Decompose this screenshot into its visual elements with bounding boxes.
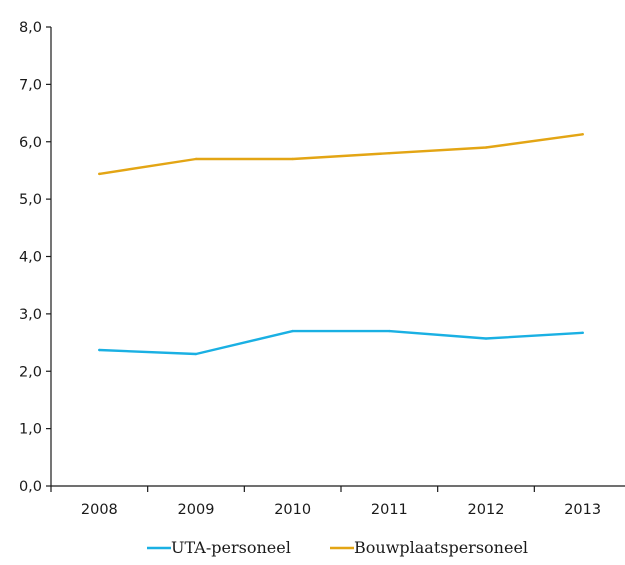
y-tick-label: 8,0 bbox=[19, 20, 42, 36]
x-tick-label: 2011 bbox=[371, 502, 408, 518]
y-tick-label: 1,0 bbox=[19, 422, 42, 438]
data-point bbox=[291, 329, 294, 333]
data-point bbox=[484, 337, 488, 340]
data-point bbox=[388, 152, 391, 155]
data-point bbox=[388, 329, 391, 333]
legend-label: Bouwplaatspersoneel bbox=[354, 538, 528, 557]
y-tick-label: 0,0 bbox=[19, 479, 42, 495]
y-axis: 0,0 1,0 2,0 3,0 4,0 5,0 6,0 7,0 8,0 bbox=[19, 20, 52, 495]
y-tick-label: 5,0 bbox=[19, 192, 42, 208]
legend: UTA-personeel Bouwplaatspersoneel bbox=[147, 538, 528, 557]
series-layer bbox=[98, 133, 584, 356]
y-tick-label: 4,0 bbox=[19, 250, 42, 266]
x-tick-label: 2013 bbox=[564, 502, 601, 518]
series-line bbox=[98, 329, 584, 356]
data-point bbox=[581, 133, 584, 136]
x-axis: 2008 2009 2010 2011 2012 2013 bbox=[50, 485, 625, 518]
data-point bbox=[291, 157, 294, 161]
series-2 bbox=[98, 133, 584, 176]
x-tick-label: 2009 bbox=[178, 502, 215, 518]
data-point bbox=[194, 352, 198, 356]
data-point bbox=[194, 157, 198, 161]
series-1 bbox=[98, 329, 584, 356]
x-tick-label: 2010 bbox=[274, 502, 311, 518]
y-tick-label: 3,0 bbox=[19, 307, 42, 323]
y-tick-label: 2,0 bbox=[19, 364, 42, 380]
legend-item: UTA-personeel bbox=[147, 538, 291, 557]
y-tick-label: 6,0 bbox=[19, 135, 42, 151]
data-point bbox=[98, 348, 101, 352]
data-point bbox=[484, 146, 488, 149]
legend-label: UTA-personeel bbox=[171, 538, 291, 557]
series-line bbox=[98, 133, 584, 176]
y-tick-label: 7,0 bbox=[19, 77, 42, 93]
legend-item: Bouwplaatspersoneel bbox=[330, 538, 528, 557]
data-point bbox=[98, 172, 101, 176]
x-tick-label: 2008 bbox=[81, 502, 118, 518]
data-point bbox=[581, 331, 584, 335]
x-tick-label: 2012 bbox=[468, 502, 505, 518]
